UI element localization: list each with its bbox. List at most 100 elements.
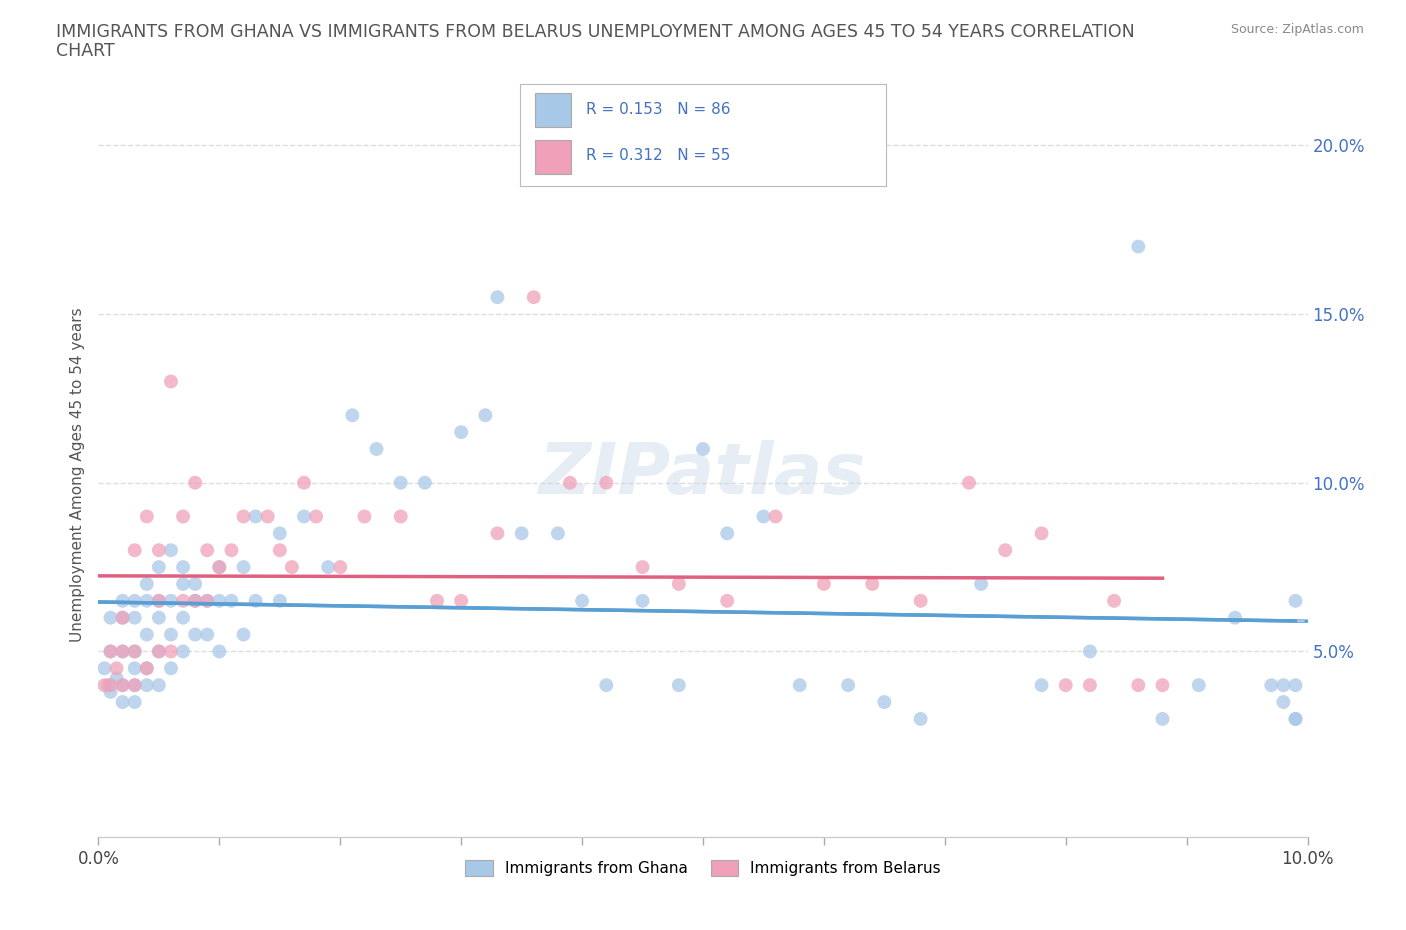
- Point: [135, 661, 157, 676]
- Point: [413, 475, 436, 490]
- Point: [752, 509, 775, 524]
- Point: [1272, 695, 1295, 710]
- Point: [184, 593, 207, 608]
- Point: [111, 610, 134, 625]
- Point: [353, 509, 375, 524]
- Point: [256, 509, 278, 524]
- Point: [269, 525, 291, 540]
- Point: [184, 577, 207, 591]
- Point: [1284, 711, 1306, 726]
- Point: [1078, 644, 1101, 658]
- Point: [172, 610, 194, 625]
- Point: [148, 543, 170, 558]
- Point: [1152, 678, 1174, 693]
- Point: [957, 475, 980, 490]
- Point: [1260, 678, 1282, 693]
- Point: [148, 678, 170, 693]
- Point: [1128, 239, 1150, 254]
- Point: [547, 525, 569, 540]
- Point: [1128, 678, 1150, 693]
- Text: Source: ZipAtlas.com: Source: ZipAtlas.com: [1230, 23, 1364, 36]
- Point: [148, 560, 170, 575]
- Point: [148, 644, 170, 658]
- Point: [716, 593, 738, 608]
- Point: [111, 695, 134, 710]
- Point: [1188, 678, 1211, 693]
- Point: [195, 627, 218, 642]
- Point: [631, 560, 654, 575]
- Point: [571, 593, 593, 608]
- Point: [172, 509, 194, 524]
- Point: [111, 678, 134, 693]
- Point: [124, 661, 146, 676]
- Point: [232, 560, 254, 575]
- Point: [195, 543, 218, 558]
- Point: [135, 627, 157, 642]
- Point: [595, 678, 617, 693]
- Point: [124, 695, 146, 710]
- Point: [716, 525, 738, 540]
- Point: [105, 671, 128, 685]
- Point: [124, 644, 146, 658]
- Point: [1152, 711, 1174, 726]
- Point: [184, 593, 207, 608]
- Point: [124, 644, 146, 658]
- Point: [1078, 678, 1101, 693]
- Text: CHART: CHART: [56, 42, 115, 60]
- Point: [994, 543, 1017, 558]
- Point: [910, 593, 932, 608]
- FancyBboxPatch shape: [534, 93, 571, 126]
- Point: [135, 593, 157, 608]
- Point: [160, 543, 183, 558]
- Point: [474, 408, 496, 423]
- Point: [1031, 678, 1053, 693]
- Point: [232, 509, 254, 524]
- Point: [523, 290, 546, 305]
- Point: [450, 593, 472, 608]
- Point: [124, 593, 146, 608]
- Point: [208, 560, 231, 575]
- Point: [124, 678, 146, 693]
- Point: [329, 560, 352, 575]
- Point: [342, 408, 364, 423]
- Point: [292, 509, 315, 524]
- Point: [389, 475, 412, 490]
- Point: [93, 678, 115, 693]
- Point: [450, 425, 472, 440]
- Point: [172, 577, 194, 591]
- Point: [765, 509, 787, 524]
- Point: [148, 610, 170, 625]
- Point: [970, 577, 993, 591]
- Point: [305, 509, 328, 524]
- Point: [1284, 593, 1306, 608]
- Point: [100, 678, 122, 693]
- Point: [910, 711, 932, 726]
- Point: [1284, 678, 1306, 693]
- Point: [172, 644, 194, 658]
- Point: [111, 644, 134, 658]
- Point: [160, 374, 183, 389]
- Point: [595, 475, 617, 490]
- Point: [1054, 678, 1077, 693]
- Point: [1284, 711, 1306, 726]
- Point: [1272, 678, 1295, 693]
- Point: [160, 661, 183, 676]
- Point: [1031, 525, 1053, 540]
- Legend: Immigrants from Ghana, Immigrants from Belarus: Immigrants from Ghana, Immigrants from B…: [457, 853, 949, 884]
- Text: IMMIGRANTS FROM GHANA VS IMMIGRANTS FROM BELARUS UNEMPLOYMENT AMONG AGES 45 TO 5: IMMIGRANTS FROM GHANA VS IMMIGRANTS FROM…: [56, 23, 1135, 41]
- Point: [486, 525, 509, 540]
- FancyBboxPatch shape: [534, 140, 571, 174]
- Point: [111, 593, 134, 608]
- Point: [100, 684, 122, 699]
- Point: [111, 644, 134, 658]
- Point: [100, 644, 122, 658]
- Text: ZIPatlas: ZIPatlas: [540, 440, 866, 509]
- Point: [208, 560, 231, 575]
- Point: [135, 661, 157, 676]
- Point: [148, 644, 170, 658]
- Point: [269, 593, 291, 608]
- Point: [135, 577, 157, 591]
- Point: [510, 525, 533, 540]
- Point: [111, 610, 134, 625]
- Point: [124, 543, 146, 558]
